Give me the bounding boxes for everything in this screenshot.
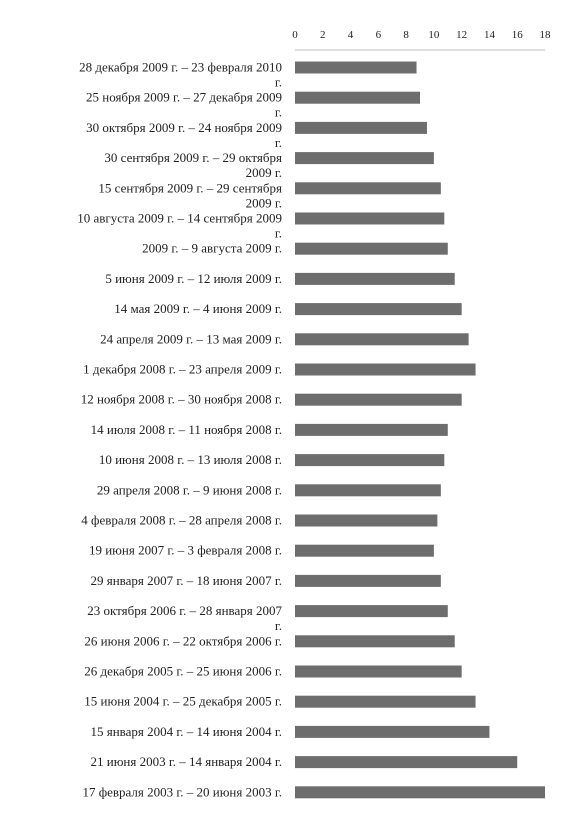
category-label: 29 апреля 2008 г. – 9 июня 2008 г. <box>97 482 282 497</box>
category-label: 28 декабря 2009 г. – 23 февраля 2010 <box>79 60 282 75</box>
x-tick-label: 18 <box>540 29 552 41</box>
bar <box>295 242 448 255</box>
category-label: 25 ноября 2009 г. – 27 декабря 2009 <box>86 90 282 105</box>
category-label: г. <box>275 75 282 90</box>
x-tick-label: 4 <box>348 29 354 41</box>
bar <box>295 182 441 195</box>
bar <box>295 303 462 316</box>
bars <box>295 61 545 799</box>
bar <box>295 363 476 376</box>
category-label: г. <box>275 135 282 150</box>
category-label: 4 февраля 2008 г. – 28 апреля 2008 г. <box>81 513 282 528</box>
bar <box>295 91 420 104</box>
category-label: г. <box>275 226 282 241</box>
x-tick-label: 6 <box>376 29 382 41</box>
x-tick-label: 16 <box>512 29 524 41</box>
category-label: 2009 г. – 9 августа 2009 г. <box>142 241 282 256</box>
category-label: 10 августа 2009 г. – 14 сентября 2009 <box>77 211 282 226</box>
category-label: 10 июня 2008 г. – 13 июля 2008 г. <box>99 452 282 467</box>
bar <box>295 574 441 587</box>
bar <box>295 61 417 74</box>
bar <box>295 605 448 618</box>
category-label: 1 декабря 2008 г. – 23 апреля 2009 г. <box>83 362 282 377</box>
category-label: 30 октября 2009 г. – 24 ноября 2009 <box>86 120 282 135</box>
category-label: 5 июня 2009 г. – 12 июля 2009 г. <box>105 271 282 286</box>
x-tick-label: 12 <box>456 29 467 41</box>
bar <box>295 514 438 527</box>
category-label: г. <box>275 105 282 120</box>
category-label: 24 апреля 2009 г. – 13 мая 2009 г. <box>100 331 282 346</box>
bar <box>295 272 455 285</box>
category-label: 21 июня 2003 г. – 14 января 2004 г. <box>91 754 283 769</box>
category-label: г. <box>275 618 282 633</box>
bar <box>295 333 469 346</box>
category-label: 17 февраля 2003 г. – 20 июня 2003 г. <box>82 784 282 799</box>
category-label: 19 июня 2007 г. – 3 февраля 2008 г. <box>89 543 282 558</box>
x-axis: 0 2 4 6 8 10 12 14 16 18 <box>292 29 552 51</box>
bar <box>295 756 518 769</box>
bar <box>295 121 427 134</box>
bar <box>295 423 448 436</box>
x-tick-label: 8 <box>403 29 409 41</box>
bar <box>295 484 441 497</box>
category-label: 30 сентября 2009 г. – 29 октября <box>104 150 282 165</box>
category-label: 26 декабря 2005 г. – 25 июня 2006 г. <box>84 664 282 679</box>
category-label: 29 января 2007 г. – 18 июня 2007 г. <box>91 573 283 588</box>
x-tick-label: 10 <box>428 29 440 41</box>
bar <box>295 454 445 467</box>
bar <box>295 635 455 648</box>
bar <box>295 393 462 406</box>
bar <box>295 152 434 165</box>
category-label: 15 июня 2004 г. – 25 декабря 2005 г. <box>84 694 282 709</box>
category-label: 12 ноября 2008 г. – 30 ноября 2008 г. <box>81 392 282 407</box>
category-labels: 28 декабря 2009 г. – 23 февраля 2010г.25… <box>77 60 282 800</box>
x-tick-label: 14 <box>484 29 496 41</box>
category-label: 14 июля 2008 г. – 11 ноября 2008 г. <box>91 422 282 437</box>
category-label: 2009 г. <box>246 195 282 210</box>
bar <box>295 725 490 738</box>
x-tick-label: 2 <box>320 29 326 41</box>
x-tick-label: 0 <box>292 29 298 41</box>
bar <box>295 665 462 678</box>
category-label: 23 октября 2006 г. – 28 января 2007 <box>87 603 282 618</box>
bar <box>295 786 545 799</box>
bar <box>295 212 445 225</box>
category-label: 15 января 2004 г. – 14 июня 2004 г. <box>91 724 283 739</box>
category-label: 2009 г. <box>246 165 282 180</box>
category-label: 15 сентября 2009 г. – 29 сентября <box>98 180 282 195</box>
bar <box>295 544 434 557</box>
category-label: 26 июня 2006 г. – 22 октября 2006 г. <box>84 633 282 648</box>
category-label: 14 мая 2009 г. – 4 июня 2009 г. <box>114 301 282 316</box>
bar <box>295 695 476 708</box>
